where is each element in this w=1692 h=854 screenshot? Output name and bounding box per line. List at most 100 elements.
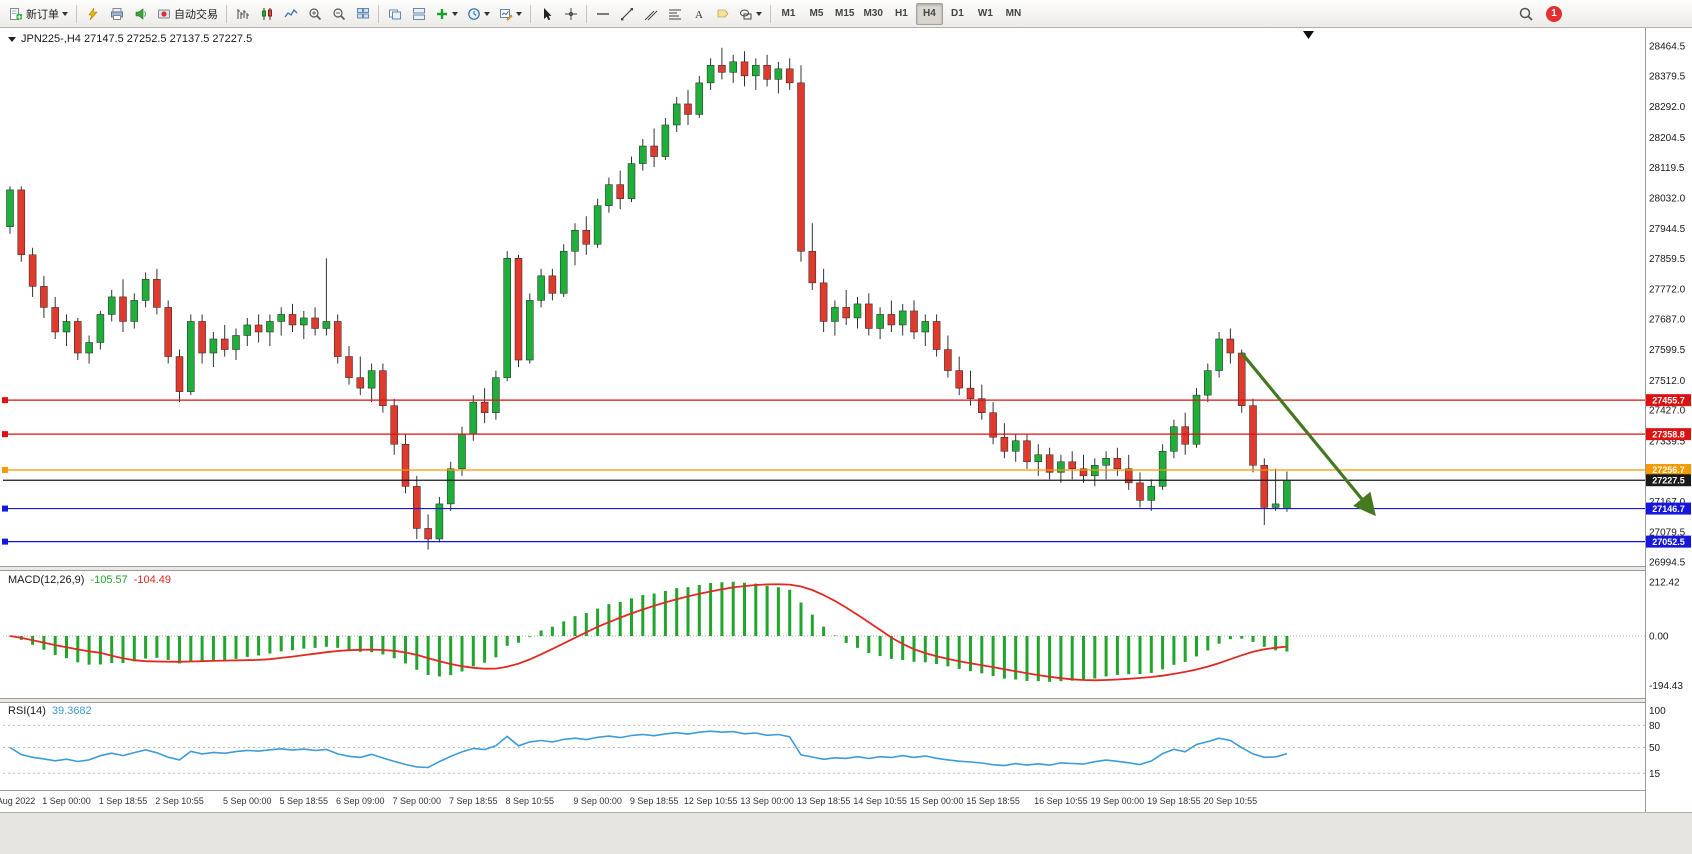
workspace-background [0,812,1692,854]
chart-shift-marker[interactable] [1303,31,1314,39]
auto-trading-icon [157,7,171,21]
svg-text:80: 80 [1649,721,1661,732]
timeframe-mn-button[interactable]: MN [1000,3,1027,25]
alerts-button[interactable] [129,3,152,25]
new-order-button[interactable]: 新订单 [5,3,72,25]
candlestick-chart-icon [260,7,274,21]
candles-layer [6,47,1291,550]
rsi-pane [0,703,1692,790]
period-button[interactable] [463,3,494,25]
clock-icon [467,7,481,21]
main-toolbar: 新订单 自动交易 A M1 M5 M1 [0,0,1692,28]
fibonacci-icon [668,7,682,21]
svg-text:27944.5: 27944.5 [1649,224,1686,235]
toolbar-separator [378,4,379,23]
cursor-tool-button[interactable] [535,3,558,25]
zoom-out-icon [332,7,346,21]
timeframe-h4-button[interactable]: H4 [915,2,943,25]
svg-text:27339.5: 27339.5 [1649,436,1686,447]
tile-windows-icon [356,7,370,21]
chevron-down-icon [756,11,762,16]
svg-text:100: 100 [1649,706,1666,717]
label-tool-button[interactable] [711,3,734,25]
svg-text:27427.0: 27427.0 [1649,406,1686,417]
timeframe-m1-button[interactable]: M1 [775,3,802,25]
timeframe-m30-button[interactable]: M30 [859,3,886,25]
toolbar-separator [586,4,587,23]
tile-windows-button[interactable] [351,3,374,25]
speaker-icon [134,7,148,21]
svg-text:2 Sep 10:55: 2 Sep 10:55 [155,796,204,806]
svg-text:8 Sep 10:55: 8 Sep 10:55 [506,796,555,806]
search-button[interactable] [1514,3,1538,25]
text-tool-button[interactable]: A [687,3,710,25]
svg-text:0.00: 0.00 [1649,632,1669,643]
svg-text:27256.7: 27256.7 [1652,465,1685,475]
svg-text:26994.5: 26994.5 [1649,557,1686,568]
shapes-tool-button[interactable] [735,3,766,25]
candlestick-mode-button[interactable] [255,3,278,25]
metaeditor-button[interactable] [81,3,104,25]
chevron-down-icon [452,11,458,16]
svg-text:28464.5: 28464.5 [1649,42,1686,53]
zoom-in-button[interactable] [303,3,326,25]
macd-layer: 212.42 0.00 -194.43 [3,577,1683,692]
crosshair-tool-button[interactable] [559,3,582,25]
horizontal-line-tool-button[interactable] [591,3,614,25]
svg-text:28032.0: 28032.0 [1649,193,1686,204]
svg-text:212.42: 212.42 [1649,577,1680,588]
text-icon: A [692,7,706,21]
rsi-indicator-label: RSI(14) 39.3682 [8,705,92,717]
svg-text:28119.5: 28119.5 [1649,163,1685,174]
svg-text:12 Sep 10:55: 12 Sep 10:55 [684,796,738,806]
auto-trading-button[interactable]: 自动交易 [153,3,222,25]
pane-splitter-macd[interactable] [0,566,1692,571]
svg-text:20 Sep 10:55: 20 Sep 10:55 [1204,796,1258,806]
timeframe-m15-button[interactable]: M15 [831,3,858,25]
macd-main-value: -105.57 [90,574,128,586]
bar-chart-icon [236,7,250,21]
timeframe-d1-button[interactable]: D1 [944,3,971,25]
chevron-down-icon [516,11,522,16]
svg-text:7 Sep 00:00: 7 Sep 00:00 [393,796,442,806]
template-button[interactable] [495,3,526,25]
svg-text:27146.7: 27146.7 [1652,504,1685,514]
svg-text:13 Sep 00:00: 13 Sep 00:00 [740,796,794,806]
cursor-icon [540,7,554,21]
svg-text:27512.0: 27512.0 [1649,376,1686,387]
line-chart-icon [283,7,298,21]
timeframe-group: M1 M5 M15 M30 H1 H4 D1 W1 MN [775,2,1027,25]
timeframe-w1-button[interactable]: W1 [972,3,999,25]
template-icon [499,7,513,21]
time-axis[interactable] [0,790,1692,812]
fibonacci-tool-button[interactable] [663,3,686,25]
channel-icon [644,7,658,21]
print-button[interactable] [105,3,128,25]
bar-chart-mode-button[interactable] [231,3,254,25]
tile-horizontal-icon [412,7,426,21]
add-indicator-button[interactable] [431,3,462,25]
price-axis[interactable] [1645,28,1692,812]
cascade-windows-button[interactable] [383,3,406,25]
macd-signal-value: -104.49 [133,574,172,586]
line-chart-mode-button[interactable] [279,3,302,25]
tile-horizontal-button[interactable] [407,3,430,25]
notifications-badge[interactable]: 1 [1546,5,1562,22]
channel-tool-button[interactable] [639,3,662,25]
pane-splitter-rsi[interactable] [0,698,1692,703]
chart-symbol-title: JPN225-,H4 27147.5 27252.5 27137.5 27227… [8,33,252,45]
crosshair-icon [564,7,578,21]
svg-text:27687.0: 27687.0 [1649,314,1686,325]
timeframe-h1-button[interactable]: H1 [888,3,915,25]
svg-text:27052.5: 27052.5 [1652,537,1685,547]
arrow-annotation[interactable] [1240,352,1376,517]
zoom-out-button[interactable] [327,3,350,25]
auto-trading-label: 自动交易 [174,8,218,21]
timeframe-m5-button[interactable]: M5 [803,3,830,25]
svg-text:13 Sep 18:55: 13 Sep 18:55 [797,796,851,806]
svg-text:-194.43: -194.43 [1649,681,1683,692]
trendline-tool-button[interactable] [615,3,638,25]
svg-text:27599.5: 27599.5 [1649,345,1686,356]
